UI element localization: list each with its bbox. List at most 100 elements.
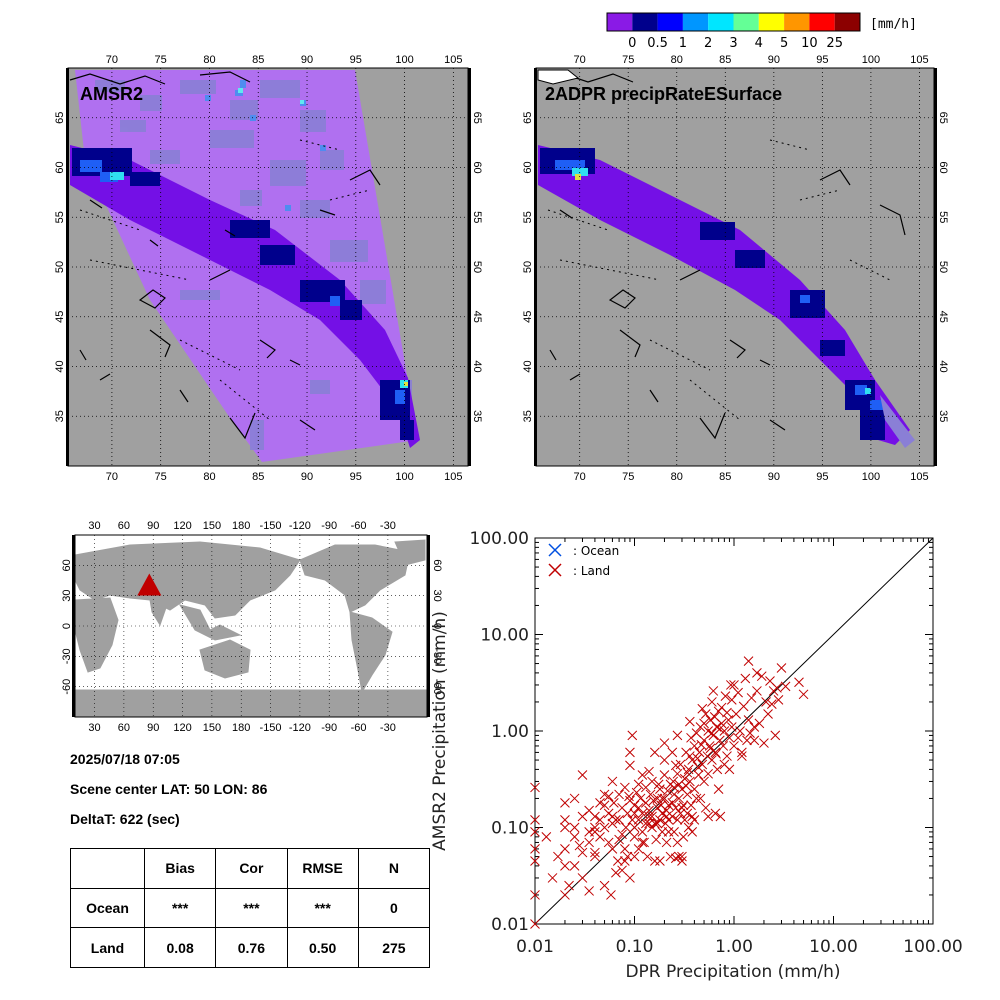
x-tick-label: 0.10 bbox=[616, 937, 654, 957]
scatter-point bbox=[622, 851, 633, 862]
lon-tick-label-bottom: 100 bbox=[395, 471, 413, 483]
scatter-point bbox=[659, 738, 670, 748]
scatter-point bbox=[773, 695, 784, 705]
lat-tick-label-right: 60 bbox=[937, 161, 949, 173]
color-legend: 0 0.5 1 2 3 4 5 10 25 [mm/h] bbox=[606, 12, 917, 51]
world-lat-tick-left: -60 bbox=[61, 679, 73, 695]
world-frame-side bbox=[72, 535, 75, 717]
scatter-point bbox=[780, 681, 791, 692]
scatter-point bbox=[794, 677, 804, 688]
amsr2-coastlines-small bbox=[79, 139, 371, 421]
scatter-point bbox=[733, 687, 743, 698]
scatter-point bbox=[662, 785, 673, 796]
scatter-point bbox=[640, 818, 651, 829]
world-lat-tick-right: -30 bbox=[431, 648, 443, 664]
stats-cell: 0 bbox=[357, 887, 431, 929]
y-tick-label: 0.10 bbox=[491, 819, 529, 839]
lon-tick-label-top: 95 bbox=[816, 54, 828, 66]
africa-land bbox=[75, 597, 119, 673]
scatter-point bbox=[729, 741, 739, 751]
scatter-y-label: AMSR2 Precipitation (mm/h) bbox=[430, 611, 450, 851]
scatter-point bbox=[577, 873, 588, 883]
scatter-point bbox=[647, 811, 657, 822]
legend-tick-label: 1 bbox=[679, 36, 687, 51]
scatter-point bbox=[642, 851, 653, 862]
scatter-point bbox=[599, 880, 610, 891]
legend-tick-label: 25 bbox=[826, 36, 843, 51]
lat-tick-label-left: 45 bbox=[522, 311, 534, 323]
world-lon-tick-bottom: 180 bbox=[232, 722, 250, 734]
scatter-point bbox=[672, 815, 683, 825]
scatter-point bbox=[635, 793, 646, 804]
scatter-point bbox=[577, 770, 588, 780]
scatter-point bbox=[633, 844, 644, 854]
scatter-point bbox=[693, 770, 704, 780]
scatter-point bbox=[603, 791, 614, 802]
scatter-point bbox=[669, 782, 679, 793]
scatter-point bbox=[677, 856, 687, 866]
lon-tick-label-bottom: 90 bbox=[768, 471, 780, 483]
scatter-point bbox=[669, 789, 679, 800]
scatter-point bbox=[684, 751, 695, 761]
y-tick-label: 100.00 bbox=[470, 529, 529, 549]
scatter-point bbox=[584, 886, 594, 896]
legend-unit: [mm/h] bbox=[870, 17, 917, 32]
scatter-point bbox=[590, 811, 600, 822]
scatter-plot: 0.01 0.10 1.00 10.00 100.00 0.01 0.10 1.00 10.00… bbox=[430, 529, 963, 982]
scatter-point bbox=[743, 715, 754, 725]
legend-tick-label: 3 bbox=[729, 36, 737, 51]
scatter-point bbox=[637, 808, 648, 819]
lat-tick-label-right: 45 bbox=[471, 311, 483, 323]
scatter-point bbox=[637, 770, 648, 780]
scatter-point bbox=[647, 776, 657, 787]
scatter-point bbox=[700, 802, 711, 813]
world-lon-tick-top: -60 bbox=[351, 520, 367, 532]
world-lon-tick-top: 150 bbox=[203, 520, 221, 532]
legend-color-box bbox=[657, 13, 683, 31]
lon-tick-label-bottom: 80 bbox=[203, 471, 215, 483]
lat-tick-label-right: 35 bbox=[471, 410, 483, 422]
scatter-point bbox=[530, 827, 540, 837]
scatter-point bbox=[686, 732, 696, 743]
lat-tick-label-right: 55 bbox=[937, 211, 949, 223]
scatter-point bbox=[564, 880, 574, 891]
scatter-point bbox=[699, 776, 709, 787]
dpr-rain-band bbox=[538, 145, 910, 445]
scatter-point bbox=[637, 837, 648, 848]
world-lon-tick-bottom: 120 bbox=[173, 722, 191, 734]
frame-side-bar bbox=[66, 68, 69, 466]
scatter-point bbox=[667, 747, 678, 758]
stats-header-cell: Cor bbox=[215, 848, 288, 889]
legend-color-box bbox=[632, 13, 658, 31]
scatter-point bbox=[530, 844, 540, 854]
stats-cell: Ocean bbox=[70, 887, 145, 929]
scatter-point bbox=[707, 728, 717, 739]
scatter-point bbox=[530, 890, 540, 900]
amsr2-light-rain-patches bbox=[95, 80, 414, 450]
scatter-point bbox=[694, 747, 705, 758]
scatter-point bbox=[722, 707, 732, 718]
scatter-point bbox=[684, 716, 695, 727]
scatter-point bbox=[624, 791, 634, 802]
scatter-point bbox=[620, 856, 630, 866]
scatter-point bbox=[663, 827, 674, 837]
scene-datetime: 2025/07/18 07:05 bbox=[70, 751, 180, 767]
scatter-point bbox=[569, 861, 580, 871]
scatter-point bbox=[655, 856, 665, 866]
scatter-point bbox=[633, 815, 644, 825]
scatter-point bbox=[590, 822, 600, 833]
lat-tick-label-left: 40 bbox=[522, 360, 534, 372]
scatter-point bbox=[763, 709, 773, 719]
scatter-point bbox=[590, 847, 600, 858]
lon-tick-label-bottom: 100 bbox=[862, 471, 880, 483]
scatter-point bbox=[620, 844, 630, 854]
world-lon-tick-top: -150 bbox=[260, 520, 282, 532]
lon-tick-label-top: 105 bbox=[444, 54, 462, 66]
scatter-point bbox=[603, 837, 614, 848]
world-map-axis-ticks: 30 30 60 60 90 90 120 120 150 150 180 180 -150 -150 -1… bbox=[61, 520, 443, 734]
scatter-points bbox=[530, 656, 809, 929]
scatter-point bbox=[699, 718, 709, 729]
lat-tick-label-right: 60 bbox=[471, 161, 483, 173]
scatter-point bbox=[659, 770, 670, 780]
scatter-point bbox=[651, 834, 661, 845]
